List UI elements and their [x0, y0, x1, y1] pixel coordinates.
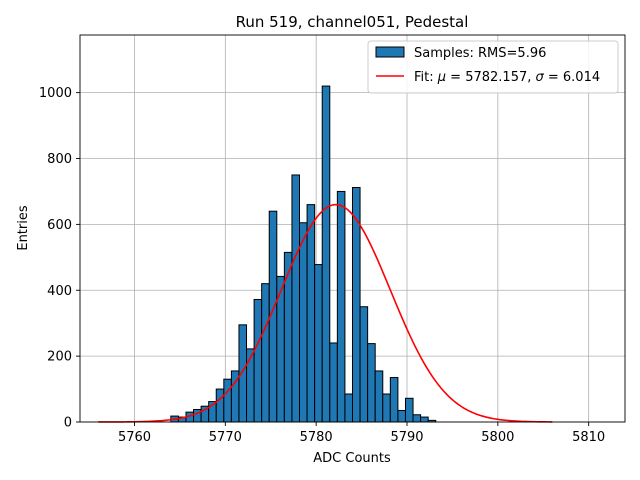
x-tick-label: 5770 [209, 430, 242, 445]
histogram-bar [291, 174, 301, 423]
y-tick-label: 200 [47, 350, 72, 365]
histogram-bar [253, 298, 263, 423]
histogram-bar [367, 343, 376, 423]
y-axis-ticks: 0 200 400 600 800 1000 [39, 86, 80, 431]
histogram-bar [412, 414, 422, 423]
histogram-bar [382, 393, 391, 423]
y-tick-label: 400 [47, 284, 72, 299]
histogram-bar [215, 388, 225, 423]
plot-frame [79, 34, 626, 423]
histogram-bar [261, 283, 270, 423]
histogram-bar [389, 377, 399, 423]
histogram-bar [246, 348, 255, 423]
y-tick-label: 1000 [39, 86, 72, 101]
y-tick-label: 800 [47, 152, 72, 167]
x-tick-label: 5760 [118, 430, 151, 445]
histogram-bars [170, 85, 437, 423]
x-axis-label: ADC Counts [313, 451, 391, 466]
histogram-bar [344, 393, 353, 423]
legend-samples-patch [375, 46, 405, 58]
histogram-bar [306, 204, 316, 423]
y-tick-label: 600 [47, 218, 72, 233]
y-tick-label: 0 [64, 416, 72, 431]
histogram-bar [420, 416, 429, 423]
histogram-bar [329, 342, 338, 423]
histogram-bar [404, 397, 414, 423]
histogram-bar [223, 378, 232, 423]
histogram-bar [336, 190, 346, 423]
y-axis-label: Entries [16, 205, 31, 251]
histogram-bar [359, 306, 369, 423]
histogram-bar [397, 409, 406, 423]
chart-title: Run 519, channel051, Pedestal [236, 13, 469, 31]
legend-fit-sigma-symbol: σ [536, 70, 545, 85]
histogram-bar [314, 264, 323, 423]
legend-box [367, 40, 619, 94]
histogram-bar [374, 370, 384, 423]
legend-fit-mu-text: = 5782.157, [446, 70, 535, 85]
x-tick-label: 5790 [390, 430, 423, 445]
x-axis-ticks: 5760 5770 5780 5790 5800 5810 [118, 422, 605, 445]
histogram-bar [321, 85, 331, 423]
legend-fit-sigma-text: = 6.014 [544, 70, 600, 85]
fit-curve [98, 203, 553, 423]
x-tick-label: 5800 [481, 430, 514, 445]
histogram-bar [299, 222, 308, 423]
legend-samples-label: Samples: RMS=5.96 [414, 46, 546, 61]
legend-fit-prefix: Fit: [414, 70, 438, 85]
x-tick-label: 5810 [572, 430, 605, 445]
legend-fit-label: Fit: μ = 5782.157, σ = 6.014 [414, 70, 600, 85]
histogram-bar [238, 324, 248, 423]
legend: Samples: RMS=5.96 Fit: μ = 5782.157, σ =… [367, 40, 619, 94]
x-tick-label: 5780 [300, 430, 333, 445]
legend-fit-mu-symbol: μ [437, 70, 446, 85]
